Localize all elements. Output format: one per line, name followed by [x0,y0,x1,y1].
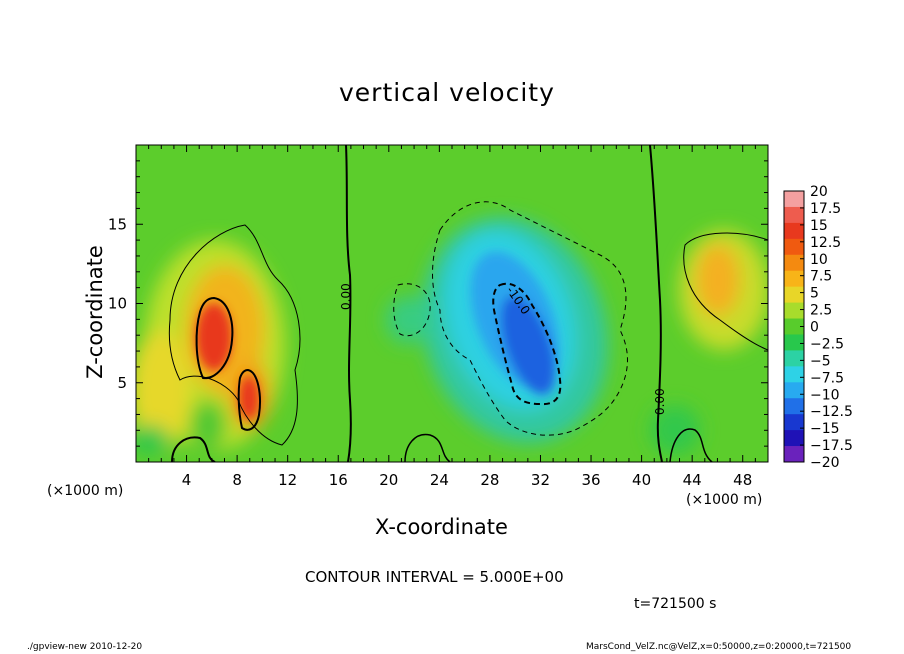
colorbar-label: 17.5 [810,201,841,217]
colorbar-swatch [784,206,804,224]
contour-5-right [683,232,768,351]
zero-contour-right [649,145,663,462]
footer-right: MarsCond_VelZ.nc@VelZ,x=0:50000,z=0:2000… [586,642,852,652]
colorbar-swatch [784,286,804,303]
x-unit-label-left: (×1000 m) [47,483,124,499]
colorbar-label: −2.5 [810,336,844,352]
contour-neg5-center [432,201,628,436]
x-tick-label: 44 [683,471,702,489]
x-tick-label: 16 [329,471,348,489]
colorbar-swatch [784,398,804,415]
colorbar-label: −15 [810,421,840,437]
x-tick-label: 36 [581,471,600,489]
x-unit-label-right: (×1000 m) [686,492,763,508]
x-tick-label: 48 [733,471,752,489]
colorbar-swatch [784,446,804,463]
x-tick-label: 28 [480,471,499,489]
contour-neg10-center [492,282,562,406]
velocity-field [136,145,768,462]
colorbar-label: 2.5 [810,303,832,319]
colorbar-label: −17.5 [810,438,853,454]
y-tick-label: 15 [108,215,127,233]
time-label: t=721500 s [634,596,717,612]
colorbar-swatch [784,238,804,256]
y-axis-ticks [136,160,768,447]
x-tick-label: 24 [430,471,449,489]
colorbar-swatch [784,318,804,335]
y-axis-label: Z-coordinate [83,245,107,379]
colorbar-label: −7.5 [810,370,844,386]
colorbar-swatch [784,414,804,431]
x-tick-labels: 4 8 12 16 20 24 28 32 36 40 44 48 [182,471,752,489]
colorbar-swatch [784,191,804,208]
colorbar-swatch [784,222,804,240]
colorbar-swatch [784,382,804,399]
x-tick-label: 32 [531,471,550,489]
y-tick-label: 5 [117,374,127,392]
colorbar [783,190,805,463]
contour-neg5-small [393,283,431,337]
colorbar-swatch [784,270,804,288]
x-tick-label: 20 [379,471,398,489]
zero-contour-left [345,145,352,462]
colorbar-swatch [784,302,804,319]
x-tick-label: 4 [182,471,192,489]
colorbar-labels: 2017.51512.5107.552.50−2.5−5−7.5−10−12.5… [810,184,853,471]
contour-interval-label: CONTOUR INTERVAL = 5.000E+00 [305,568,564,586]
contour-label-zero-right: 0.00 [653,388,667,415]
contour-5-left [168,224,301,446]
contour-lines [168,145,768,462]
colorbar-label: 10 [810,252,828,268]
colorbar-label: −5 [810,353,831,369]
chart-title: vertical velocity [339,78,555,107]
x-tick-label: 8 [232,471,242,489]
contour-10-left-a[interactable] [195,296,234,380]
colorbar-label: 7.5 [810,269,832,285]
contour-10-left-b [237,368,261,431]
colorbar-label: 20 [810,184,828,200]
x-axis-ticks [148,145,756,462]
colorbar-label: 0 [810,320,819,336]
colorbar-label: 12.5 [810,235,841,251]
colorbar-swatch [784,334,804,351]
colorbar-label: 5 [810,286,819,302]
x-tick-label: 12 [278,471,297,489]
colorbar-swatch [784,350,804,367]
contour-5-bottom [171,436,216,462]
colorbar-label: −10 [810,387,840,403]
y-tick-labels: 5 10 15 [108,215,127,392]
y-tick-label: 10 [108,295,127,313]
contour-5-bottom-mid [404,433,451,462]
colorbar-label: −12.5 [810,404,853,420]
x-tick-label: 40 [632,471,651,489]
colorbar-swatch [784,430,804,447]
footer-left: ./gpview-new 2010-12-20 [27,642,143,652]
contour-5-bottom-right [669,428,713,462]
colorbar-label: 15 [810,218,828,234]
x-axis-label: X-coordinate [375,515,508,539]
colorbar-swatch [784,254,804,272]
colorbar-swatch [784,366,804,383]
contour-label-zero-left: 0.00 [339,283,353,310]
colorbar-label: −20 [810,455,840,471]
